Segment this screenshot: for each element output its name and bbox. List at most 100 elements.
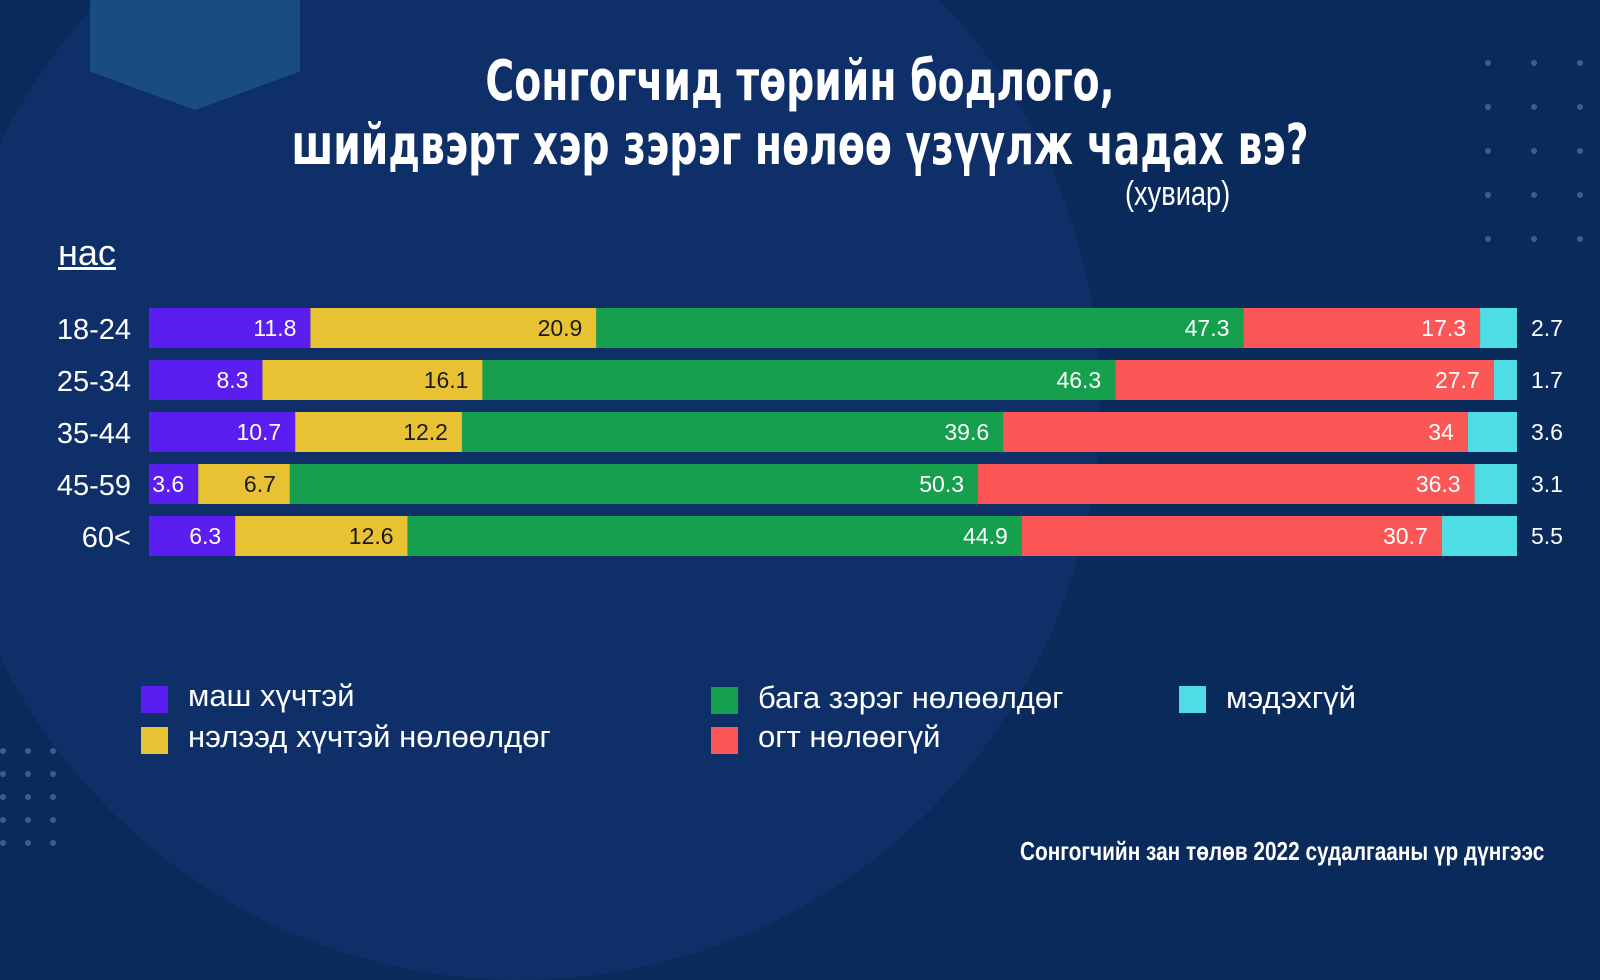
data-label: 16.1: [424, 367, 469, 393]
legend-label-fairly-strong: нэлээд хүчтэй нөлөөлдөг: [188, 719, 551, 754]
bar-segment: [596, 308, 1244, 348]
data-label: 12.6: [349, 523, 394, 549]
data-label: 17.3: [1421, 315, 1466, 341]
decor-dot: [0, 771, 6, 777]
data-label: 1.7: [1531, 367, 1563, 393]
data-label: 11.8: [253, 315, 296, 341]
decor-dot: [25, 748, 31, 754]
bar-segment: [310, 308, 597, 348]
data-label: 6.7: [244, 471, 276, 497]
data-label: 30.7: [1383, 523, 1428, 549]
data-label: 46.3: [1056, 367, 1101, 393]
decor-dot: [50, 817, 56, 823]
decor-dot: [1531, 236, 1537, 242]
decor-dot: [1485, 236, 1491, 242]
decor-dot: [50, 794, 56, 800]
data-label: 50.3: [919, 471, 964, 497]
decor-dot: [1485, 192, 1491, 198]
legend-label-little: бага зэрэг нөлөөлдөг: [758, 680, 1064, 715]
title-line-1: Сонгогчид төрийн бодлого,: [485, 49, 1115, 114]
decor-dot: [0, 794, 6, 800]
legend-label-dont-know: мэдэхгүй: [1226, 680, 1356, 715]
data-label: 2.7: [1531, 315, 1563, 341]
decor-dot: [1485, 60, 1491, 66]
bar-segment: [1474, 464, 1517, 504]
data-label: 6.3: [189, 523, 221, 549]
bar-segment: [198, 464, 290, 504]
data-label: 3.1: [1531, 471, 1563, 497]
decor-dot: [1531, 60, 1537, 66]
data-label: 10.7: [236, 419, 281, 445]
decor-dot: [50, 840, 56, 846]
decor-dot: [1485, 104, 1491, 110]
decor-dot: [25, 817, 31, 823]
decor-dot: [25, 771, 31, 777]
decor-dot: [0, 817, 6, 823]
bar-segment: [407, 516, 1022, 556]
bar-segment: [235, 516, 408, 556]
category-label: 60<: [82, 522, 131, 554]
legend-label-none: огт нөлөөгүй: [758, 719, 941, 754]
legend-swatch-dont-know: [1179, 686, 1206, 713]
bar-segment: [289, 464, 979, 504]
bar-segment: [1493, 360, 1517, 400]
age-axis-heading: нас: [58, 232, 116, 273]
legend-label-very-strong: маш хүчтэй: [188, 678, 355, 713]
bar-segment: [1021, 516, 1442, 556]
data-label: 27.7: [1435, 367, 1480, 393]
decor-dot: [0, 840, 6, 846]
data-label: 5.5: [1531, 523, 1563, 549]
legend-swatch-none: [711, 727, 738, 754]
chart-title: Сонгогчид төрийн бодлого, шийдвэрт хэр з…: [176, 50, 1424, 178]
bar-segment: [149, 412, 296, 452]
data-label: 36.3: [1416, 471, 1461, 497]
decor-dot: [1485, 148, 1491, 154]
bar-segment: [1243, 308, 1481, 348]
data-label: 20.9: [538, 315, 583, 341]
decor-dot: [1577, 192, 1583, 198]
decor-dot: [50, 748, 56, 754]
category-label: 25-34: [57, 366, 131, 398]
stacked-bar-chart: 18-24 11.8 20.9 47.3 17.3 2.7 25-34 8.3 16.1 46.3…: [57, 308, 1563, 556]
bar-segment: [1441, 516, 1517, 556]
bar-segment: [149, 516, 236, 556]
bar-segment: [149, 308, 311, 348]
bar-segment: [1480, 308, 1517, 348]
bar-segment: [482, 360, 1116, 400]
category-label: 35-44: [57, 418, 131, 450]
decor-dot: [1577, 104, 1583, 110]
decor-dot: [50, 771, 56, 777]
decor-dot: [1531, 192, 1537, 198]
decor-dot: [1531, 148, 1537, 154]
data-label: 47.3: [1185, 315, 1230, 341]
data-label: 8.3: [216, 367, 248, 393]
bar-segment: [461, 412, 1004, 452]
title-line-2: шийдвэрт хэр зэрэг нөлөө үзүүлж чадах вэ…: [291, 113, 1309, 178]
decor-dot: [25, 840, 31, 846]
bar-segment: [149, 360, 263, 400]
data-label: 34: [1428, 419, 1454, 445]
decor-dot: [1531, 104, 1537, 110]
legend-swatch-little: [711, 687, 738, 714]
data-label: 44.9: [963, 523, 1008, 549]
data-label: 3.6: [1531, 419, 1563, 445]
legend-swatch-fairly-strong: [141, 727, 168, 754]
bar-segment: [149, 464, 199, 504]
legend: маш хүчтэй нэлээд хүчтэй нөлөөлдөг бага …: [141, 678, 1356, 754]
decor-dot: [0, 748, 6, 754]
data-label: 3.6: [152, 471, 184, 497]
legend-swatch-very-strong: [141, 686, 168, 713]
category-label: 45-59: [57, 470, 131, 502]
bar-segment: [1115, 360, 1494, 400]
data-label: 12.2: [403, 419, 448, 445]
category-label: 18-24: [57, 314, 131, 346]
bar-segment: [295, 412, 462, 452]
bar-segment: [1003, 412, 1468, 452]
bar-segment: [978, 464, 1475, 504]
unit-label: (хувиар): [1125, 175, 1231, 213]
bar-segment: [262, 360, 483, 400]
decor-dot: [1577, 148, 1583, 154]
decor-dot: [1577, 60, 1583, 66]
decor-dot: [25, 794, 31, 800]
bar-segment: [1467, 412, 1517, 452]
